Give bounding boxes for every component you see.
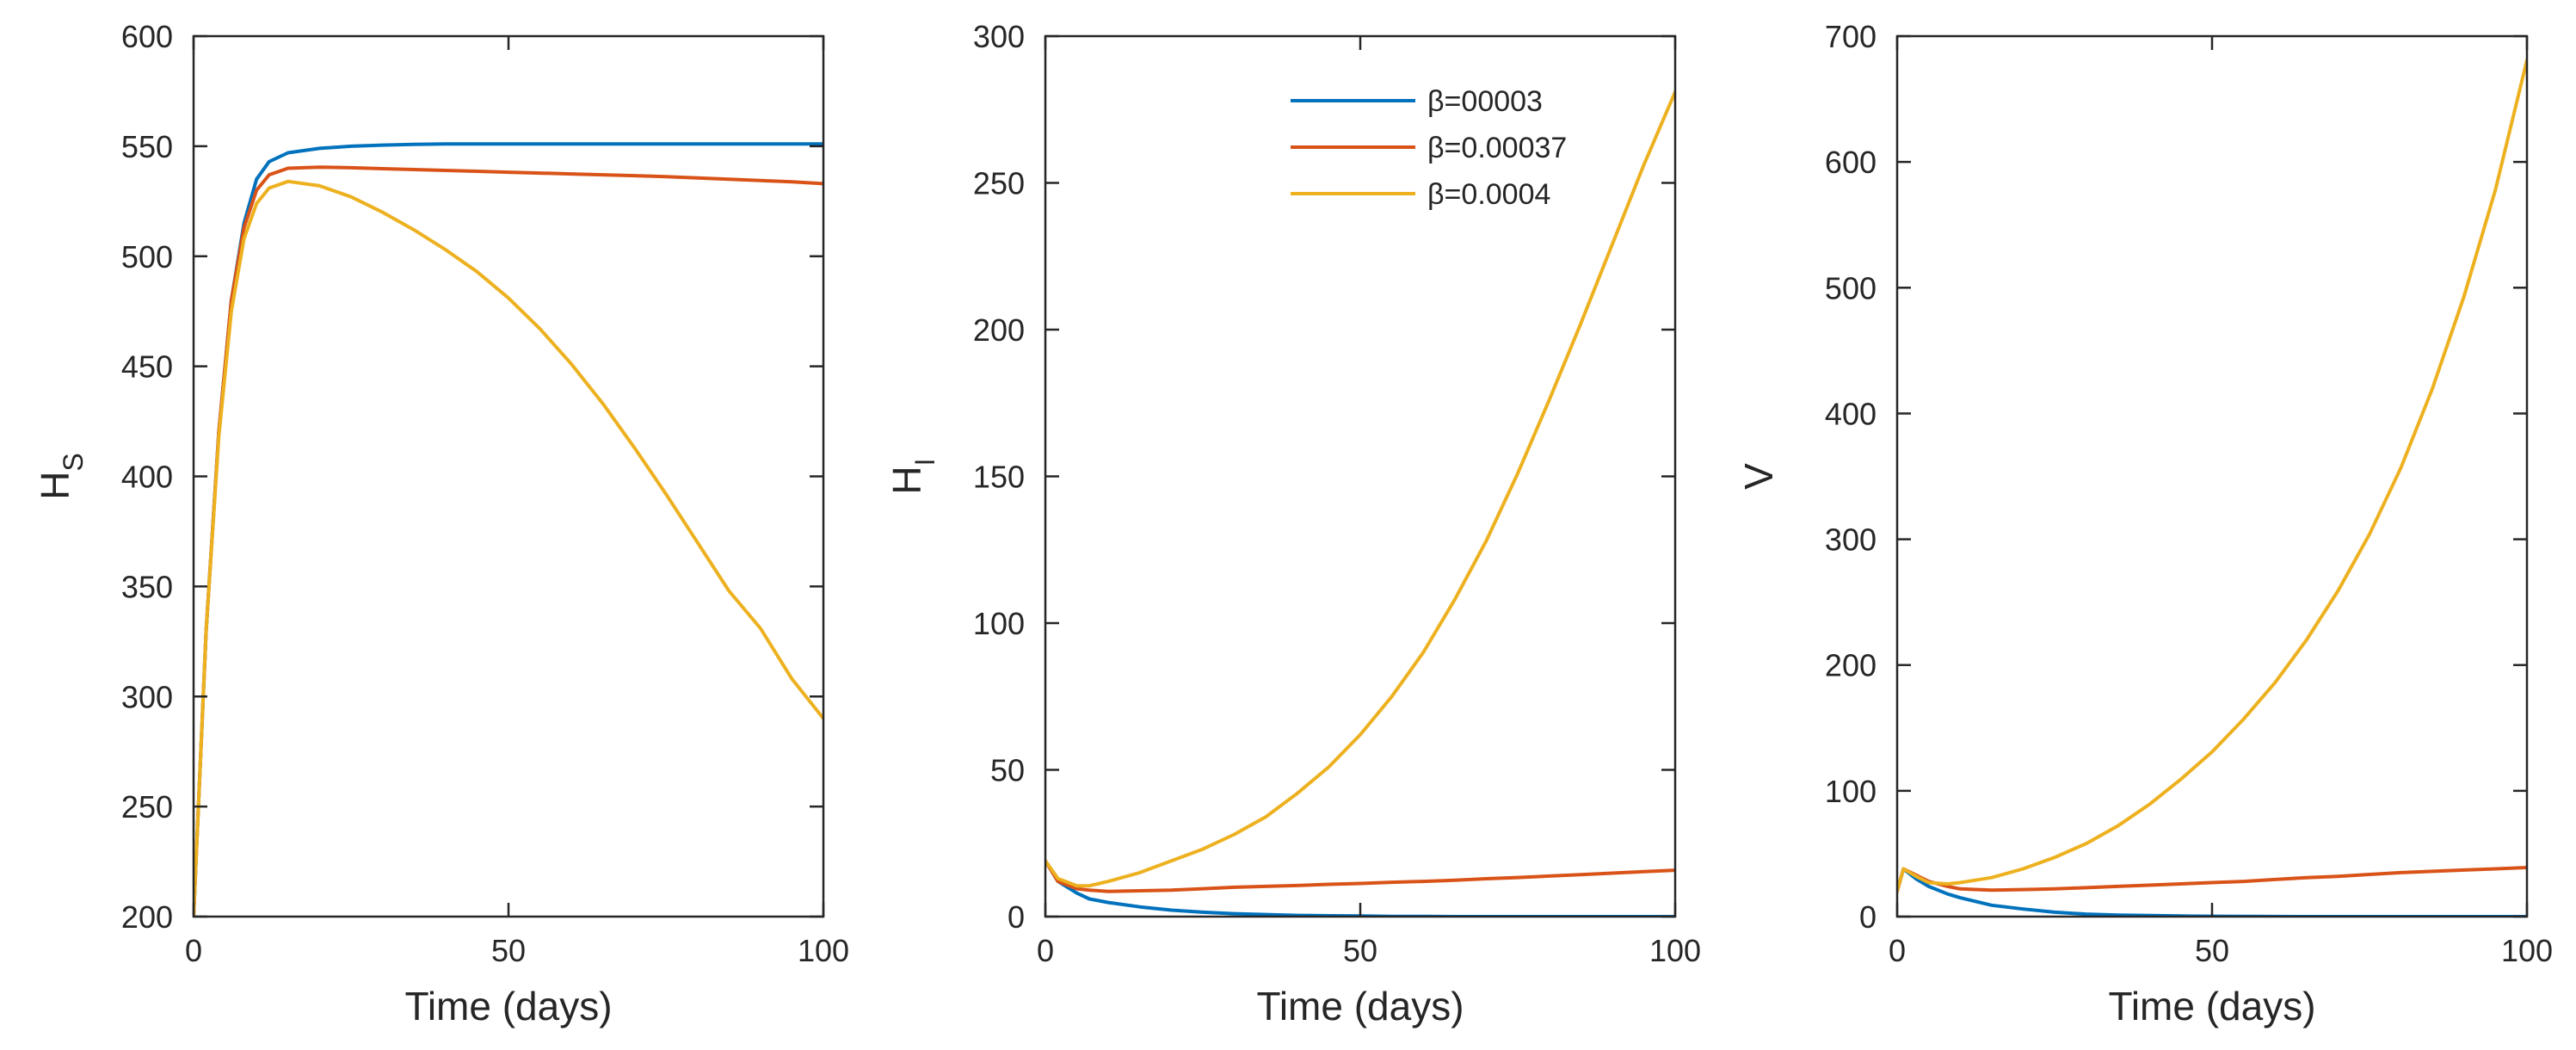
chart-panel-v: 0 50 100 0 100 200 300 400 500 600 700 Time (days) V (1736, 19, 2553, 1028)
series-line-hs-1 (194, 165, 823, 917)
y-tick-label: 200 (121, 899, 173, 935)
y-tick-label: 500 (1825, 270, 1877, 306)
x-tick-label: 50 (1343, 933, 1377, 968)
x-tick-label: 50 (491, 933, 526, 968)
series-line-hs-0 (194, 142, 823, 917)
y-tick-label: 300 (973, 19, 1025, 54)
y-tick-label: 150 (973, 460, 1025, 495)
y-axis-label: HS (33, 453, 89, 500)
y-tick-label: 600 (1825, 145, 1877, 180)
series-line-hi-1 (1045, 859, 1675, 893)
chart-panel-hs: 0 50 100 200 250 300 350 400 450 500 550 600 Time (d… (33, 19, 849, 1028)
y-tick-label: 400 (1825, 396, 1877, 431)
x-tick-label: 0 (1889, 933, 1906, 968)
chart-panel-hi: 0 50 100 0 50 100 150 200 250 300 Time (days) HI β=0… (884, 19, 1701, 1028)
y-tick-label: 400 (121, 460, 173, 495)
legend-label: β=00003 (1427, 85, 1543, 118)
y-tick-label: 350 (121, 569, 173, 604)
x-tick-label: 100 (2501, 933, 2553, 968)
y-tick-label: 500 (121, 239, 173, 275)
y-tick-label: 250 (973, 166, 1025, 201)
y-tick-label: 600 (121, 19, 173, 54)
legend-label: β=0.00037 (1427, 132, 1567, 164)
x-axis-label: Time (days) (1256, 984, 1464, 1028)
legend: β=00003 β=0.00037 β=0.0004 (1291, 85, 1567, 211)
y-tick-label: 200 (973, 312, 1025, 348)
legend-label: β=0.0004 (1427, 178, 1550, 211)
series-group (1045, 90, 1675, 917)
y-tick-label: 300 (1825, 522, 1877, 558)
series-group (1897, 58, 2527, 917)
y-tick-label: 100 (973, 606, 1025, 641)
x-tick-label: 50 (2195, 933, 2229, 968)
series-group (194, 142, 823, 917)
y-tick-label: 700 (1825, 19, 1877, 54)
x-tick-label: 0 (1037, 933, 1054, 968)
y-axis-label: HI (884, 458, 940, 494)
x-tick-label: 100 (798, 933, 849, 968)
series-line-hi-2 (1045, 90, 1675, 888)
series-line-hs-2 (194, 179, 823, 917)
y-tick-label: 50 (990, 753, 1025, 788)
y-tick-label: 450 (121, 349, 173, 385)
y-tick-label: 550 (121, 129, 173, 164)
x-tick-label: 100 (1649, 933, 1701, 968)
axes-box (1044, 34, 1677, 918)
x-tick-label: 0 (185, 933, 202, 968)
y-tick-label: 0 (1008, 899, 1025, 935)
y-axis-label: V (1736, 463, 1781, 490)
y-tick-label: 200 (1825, 648, 1877, 683)
y-tick-label: 250 (121, 789, 173, 825)
axes-box (1895, 34, 2529, 918)
x-axis-label: Time (days) (404, 984, 612, 1028)
x-axis-label: Time (days) (2108, 984, 2315, 1028)
y-tick-label: 100 (1825, 774, 1877, 809)
y-tick-label: 0 (1859, 899, 1877, 935)
series-line-v-2 (1897, 58, 2527, 893)
series-line-v-1 (1897, 866, 2527, 893)
y-tick-label: 300 (121, 679, 173, 714)
